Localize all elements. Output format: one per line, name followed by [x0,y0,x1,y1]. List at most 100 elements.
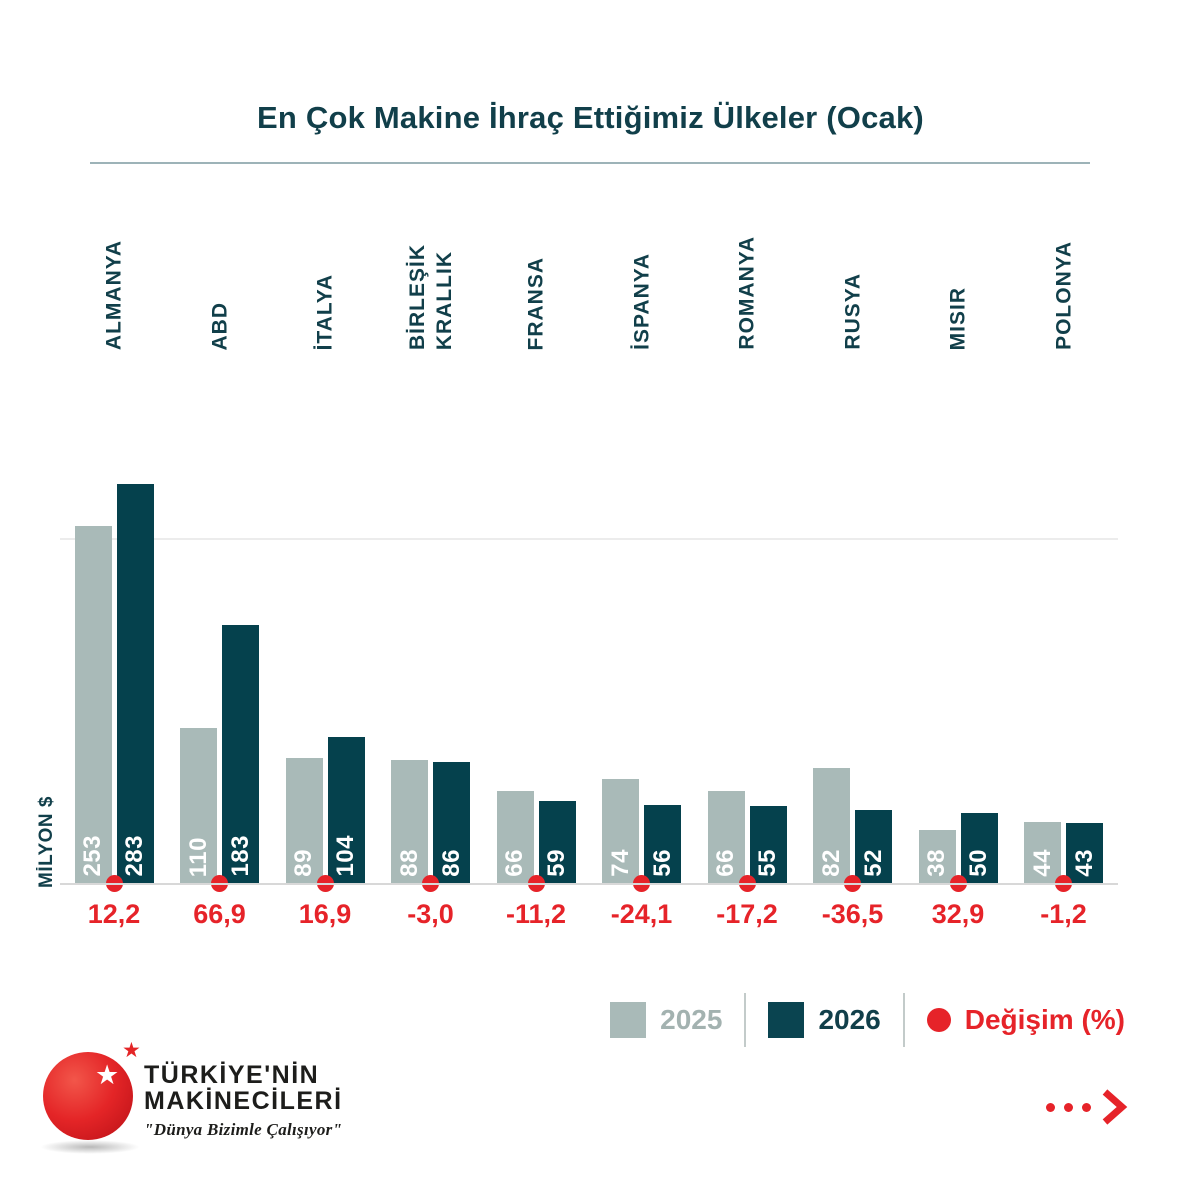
bar-2026: 104 [327,736,365,884]
country-label: POLONYA [1052,241,1075,350]
country-label-text: ABD [207,301,231,351]
bar-2025: 74 [602,779,639,884]
bar-value-label: 253 [79,835,106,877]
bar-2025: 89 [285,758,323,884]
next-page-control[interactable] [1046,1088,1128,1126]
brand-slogan: "Dünya Bizimle Çalışıyor" [144,1120,343,1139]
brand-name-line1: TÜRKİYE'NİN [144,1061,320,1089]
country-label: ABD [208,302,231,351]
country-label: RUSYA [841,273,864,350]
country-label: ROMANYA [735,236,758,350]
bar-2026: 55 [749,806,787,884]
bar-2026: 52 [855,810,892,884]
logo-sphere-icon [43,1052,133,1140]
bar-value-label: 82 [817,849,845,877]
legend-separator [744,993,747,1047]
bar-2026: 183 [222,625,259,884]
change-value: -24,1 [610,899,673,929]
title-divider [90,162,1090,164]
bar-value-label: 66 [712,849,739,877]
country-label-text: ROMANYA [735,236,759,350]
bar-value-label: 110 [184,836,212,877]
ellipsis-dot-icon [1046,1102,1055,1112]
country-label-text: MISIR [946,286,970,350]
legend-item-2026: 2026 [768,1002,881,1038]
country-label-text: BİRLEŞİK [405,243,429,350]
change-value: 12,2 [87,899,141,929]
bar-2025: 66 [496,790,534,884]
next-arrow-icon[interactable] [1100,1088,1128,1126]
chart-title: En Çok Makine İhraç Ettiğimiz Ülkeler (O… [257,100,924,135]
country-label-text: İSPANYA [629,253,653,350]
legend-label-2025: 2025 [660,1004,723,1035]
bar-2026: 50 [960,813,998,884]
legend-swatch-2025 [610,1002,647,1038]
legend: 2025 2026 Değişim (%) [610,993,1125,1047]
bar-value-label: 59 [543,849,570,877]
bar-value-label: 38 [923,849,950,877]
bar-value-label: 86 [437,849,465,877]
country-label-text: RUSYA [840,273,864,350]
bar-value-label: 89 [290,849,317,877]
change-value: -11,2 [505,899,567,929]
ellipsis-dot-icon [1064,1102,1073,1112]
bar-value-label: 52 [859,849,887,877]
country-label: FRANSA [524,257,547,351]
bar-value-label: 43 [1070,849,1098,877]
bar-2025: 82 [813,768,850,884]
change-value: -36,5 [821,899,884,929]
country-label-text: KRALLIK [432,250,456,350]
change-value: 66,9 [193,899,246,929]
y-axis-label: MİLYON $ [36,796,57,888]
legend-item-2025: 2025 [610,1002,722,1038]
bar-2026: 56 [644,804,681,884]
bar-value-label: 55 [754,849,781,877]
bar-2025: 66 [707,790,745,884]
ellipsis-dot-icon [1082,1102,1091,1112]
bar-value-label: 44 [1028,849,1056,877]
country-label-text: POLONYA [1051,241,1075,350]
bar-value-label: 66 [501,849,528,877]
bar-2025: 110 [180,728,217,884]
bar-2025: 38 [918,830,956,884]
country-label: İTALYA [313,274,336,350]
change-dot-icon [926,1008,951,1032]
bar-value-label: 74 [606,849,634,877]
country-label-text: FRANSA [524,256,548,351]
change-value: 32,9 [931,899,985,929]
bar-value-label: 50 [965,849,992,877]
country-label: MISIR [946,287,969,350]
brand-name-line2: MAKİNECİLERİ [144,1087,343,1115]
country-label-text: İTALYA [313,273,337,350]
bar-2025: 253 [74,526,112,884]
bar-value-label: 88 [395,849,423,877]
change-value: 16,9 [298,899,352,929]
legend-separator [902,993,905,1047]
bar-value-label: 104 [332,835,359,877]
change-value: -1,2 [1040,899,1087,929]
x-axis-baseline [60,883,1118,885]
change-value: -17,2 [716,899,778,929]
star-icon: ★ [122,1039,141,1062]
star-icon: ★ [95,1060,120,1090]
gridline [60,538,1118,540]
bar-2026: 283 [116,483,154,884]
brand-logo: ★ ★ TÜRKİYE'NİN MAKİNECİLERİ "Dünya Bizi… [40,1040,370,1169]
bar-2026: 59 [538,800,576,884]
bar-2026: 86 [433,762,470,884]
legend-label-2026: 2026 [818,1004,881,1035]
country-label-text: ALMANYA [102,239,126,350]
country-label: İSPANYA [630,253,653,350]
bar-2025: 44 [1024,821,1061,884]
country-label: ALMANYA [102,240,125,350]
bar-value-label: 283 [121,835,148,877]
legend-label-change: Değişim (%) [964,1004,1125,1035]
legend-item-change: Değişim (%) [926,1004,1125,1036]
legend-swatch-2026 [768,1002,805,1038]
country-label: BİRLEŞİK KRALLIK [405,244,455,350]
bar-value-label: 183 [226,835,254,877]
bar-2025: 88 [391,759,428,884]
change-value: -3,0 [407,899,454,929]
bar-2026: 43 [1066,823,1103,884]
